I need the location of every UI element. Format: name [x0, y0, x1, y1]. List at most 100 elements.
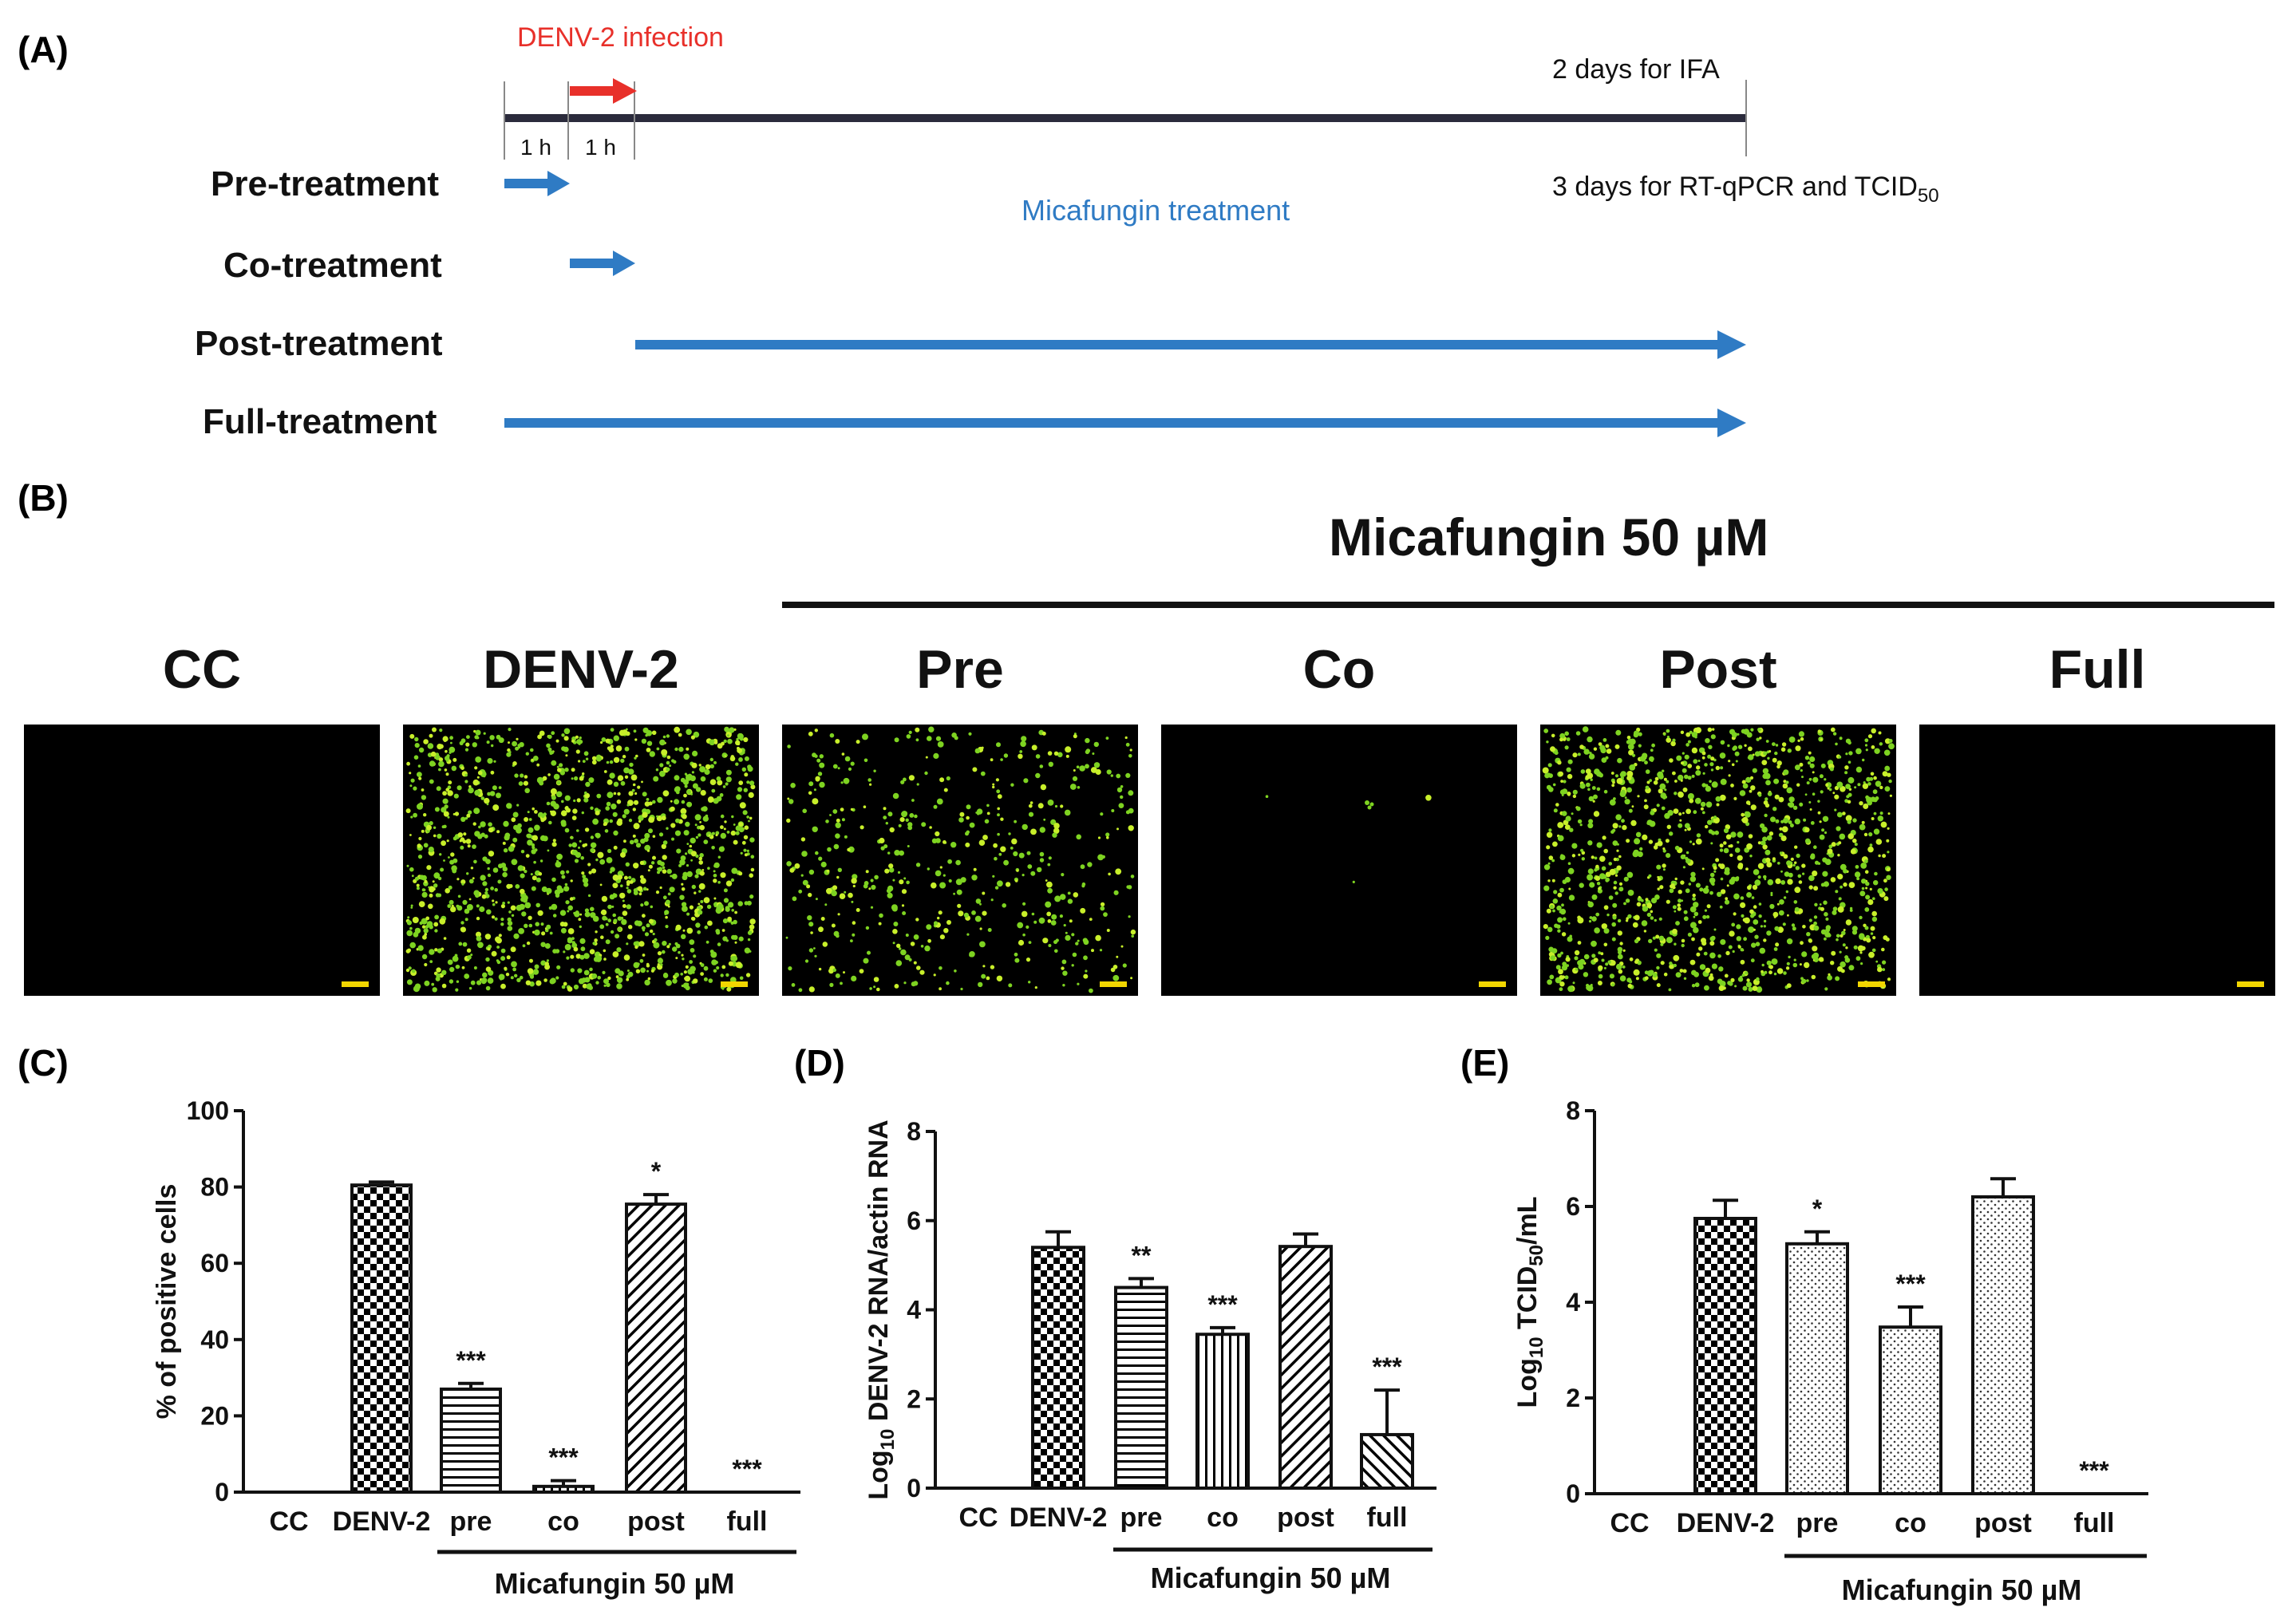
interval-1-label: 1 h	[520, 135, 551, 160]
treatment-label: Micafungin treatment	[1022, 194, 1290, 227]
panel-label-a: (A)	[18, 29, 69, 70]
bar-denv-2	[1693, 1217, 1757, 1495]
bar-post	[1971, 1195, 2035, 1495]
significance-mark: **	[1132, 1241, 1152, 1269]
pre-treatment-arrow	[504, 171, 570, 196]
significance-mark: *	[1812, 1194, 1823, 1223]
svg-text:3 days for RT-qPCR and TCID50: 3 days for RT-qPCR and TCID50	[1552, 172, 1939, 207]
scale-bar	[1100, 981, 1127, 987]
category-label: DENV-2	[1677, 1508, 1775, 1538]
y-tick-label: 2	[907, 1384, 921, 1413]
bar-co	[1879, 1325, 1942, 1495]
bracket-label: Micafungin 50 µM	[495, 1567, 735, 1600]
panel-label-e: (E)	[1460, 1042, 1509, 1084]
bracket-label: Micafungin 50 µM	[1842, 1574, 2082, 1606]
row-label-pre: Pre-treatment	[211, 164, 439, 203]
ifa-column-label: Full	[2049, 639, 2146, 700]
y-tick-label: 100	[187, 1096, 229, 1125]
co-treatment-arrow	[570, 251, 635, 276]
y-tick-label: 6	[1566, 1192, 1580, 1221]
y-tick-label: 0	[215, 1478, 229, 1506]
y-tick-label: 8	[907, 1117, 921, 1146]
bar-denv-2	[350, 1183, 413, 1494]
y-tick-label: 6	[907, 1206, 921, 1235]
bar-full	[1360, 1432, 1414, 1490]
category-label: co	[1207, 1502, 1239, 1533]
row-label-co: Co-treatment	[223, 246, 442, 285]
category-label: pre	[1120, 1502, 1163, 1533]
ifa-column-label: Pre	[916, 639, 1004, 700]
ifa-column-label: Co	[1303, 639, 1376, 700]
ifa-image	[1161, 725, 1517, 996]
ifa-column-labels: CC DENV-2 Pre Co Post Full	[163, 639, 2146, 700]
ifa-image-background	[24, 725, 380, 996]
y-tick-label: 0	[907, 1474, 921, 1502]
chart-e: 0 2 4 6 8 Log10 TCID50/mL CC DENV-2 * pre *** co pos…	[1512, 1096, 2148, 1606]
significance-mark: ***	[2079, 1456, 2109, 1485]
scale-bar	[1479, 981, 1506, 987]
ifa-column-label: Post	[1659, 639, 1776, 700]
ifa-signal	[1542, 726, 1895, 993]
y-tick-label: 0	[1566, 1479, 1580, 1508]
significance-mark: ***	[1372, 1352, 1402, 1381]
y-tick-label: 80	[200, 1173, 229, 1202]
ifa-image	[1919, 725, 2275, 996]
y-axis-label: Log10 DENV-2 RNA/actin RNA	[863, 1119, 899, 1499]
significance-mark: ***	[732, 1455, 762, 1483]
ifa-column-label: DENV-2	[483, 639, 679, 700]
category-label: CC	[1610, 1508, 1649, 1538]
category-label: co	[1895, 1508, 1927, 1538]
ifa-signal	[785, 726, 1136, 993]
significance-mark: ***	[1207, 1290, 1238, 1319]
row-label-post: Post-treatment	[195, 324, 443, 363]
ifa-image	[403, 725, 759, 996]
ifa-column-label: CC	[163, 639, 241, 700]
panel-label-c: (C)	[18, 1042, 69, 1084]
rtqpcr-label: 3 days for RT-qPCR and TCID50	[1552, 172, 1939, 207]
scale-bar	[2237, 981, 2264, 987]
post-treatment-arrow	[635, 330, 1746, 359]
significance-mark: *	[651, 1157, 662, 1186]
category-label: full	[1367, 1502, 1408, 1533]
significance-mark: ***	[1895, 1269, 1926, 1298]
bar-co	[1195, 1333, 1250, 1490]
y-tick-label: 4	[1566, 1288, 1580, 1317]
scale-bar	[342, 981, 369, 987]
category-label: post	[1974, 1508, 2032, 1538]
infection-arrow	[570, 78, 637, 104]
ifa-signal	[1265, 795, 1432, 883]
y-tick-label: 60	[200, 1249, 229, 1277]
ifa-image-background	[1161, 725, 1517, 996]
category-label: full	[727, 1506, 768, 1537]
row-label-full: Full-treatment	[203, 402, 437, 441]
bar-co	[532, 1484, 595, 1494]
bracket-label: Micafungin 50 µM	[1151, 1562, 1391, 1594]
bar-pre	[1114, 1285, 1168, 1490]
category-label: post	[1277, 1502, 1334, 1533]
y-axis-label: Log10 TCID50/mL	[1512, 1197, 1547, 1408]
bar-denv-2	[1031, 1246, 1085, 1491]
ifa-label: 2 days for IFA	[1552, 54, 1720, 85]
infection-label: DENV-2 infection	[517, 22, 724, 53]
y-tick-label: 20	[200, 1401, 229, 1430]
y-tick-label: 8	[1566, 1096, 1580, 1125]
category-label: co	[547, 1506, 579, 1537]
panel-label-d: (D)	[794, 1042, 845, 1084]
category-label: pre	[450, 1506, 492, 1537]
chart-c: 0 20 40 60 80 100 % of positive cells CC DENV-2 *…	[152, 1096, 800, 1600]
category-label: post	[627, 1506, 685, 1537]
category-label: DENV-2	[333, 1506, 431, 1537]
category-label: DENV-2	[1010, 1502, 1108, 1533]
category-label: pre	[1796, 1508, 1839, 1538]
interval-2-label: 1 h	[585, 135, 616, 160]
ifa-group-title: Micafungin 50 µM	[1329, 507, 1768, 567]
ifa-image-background	[782, 725, 1138, 996]
y-tick-label: 4	[907, 1296, 921, 1325]
ifa-image	[24, 725, 380, 996]
scale-bar	[721, 981, 748, 987]
ifa-image-background	[1919, 725, 2275, 996]
bar-post	[1278, 1245, 1333, 1490]
ifa-image	[782, 725, 1138, 996]
category-label: full	[2074, 1508, 2115, 1538]
